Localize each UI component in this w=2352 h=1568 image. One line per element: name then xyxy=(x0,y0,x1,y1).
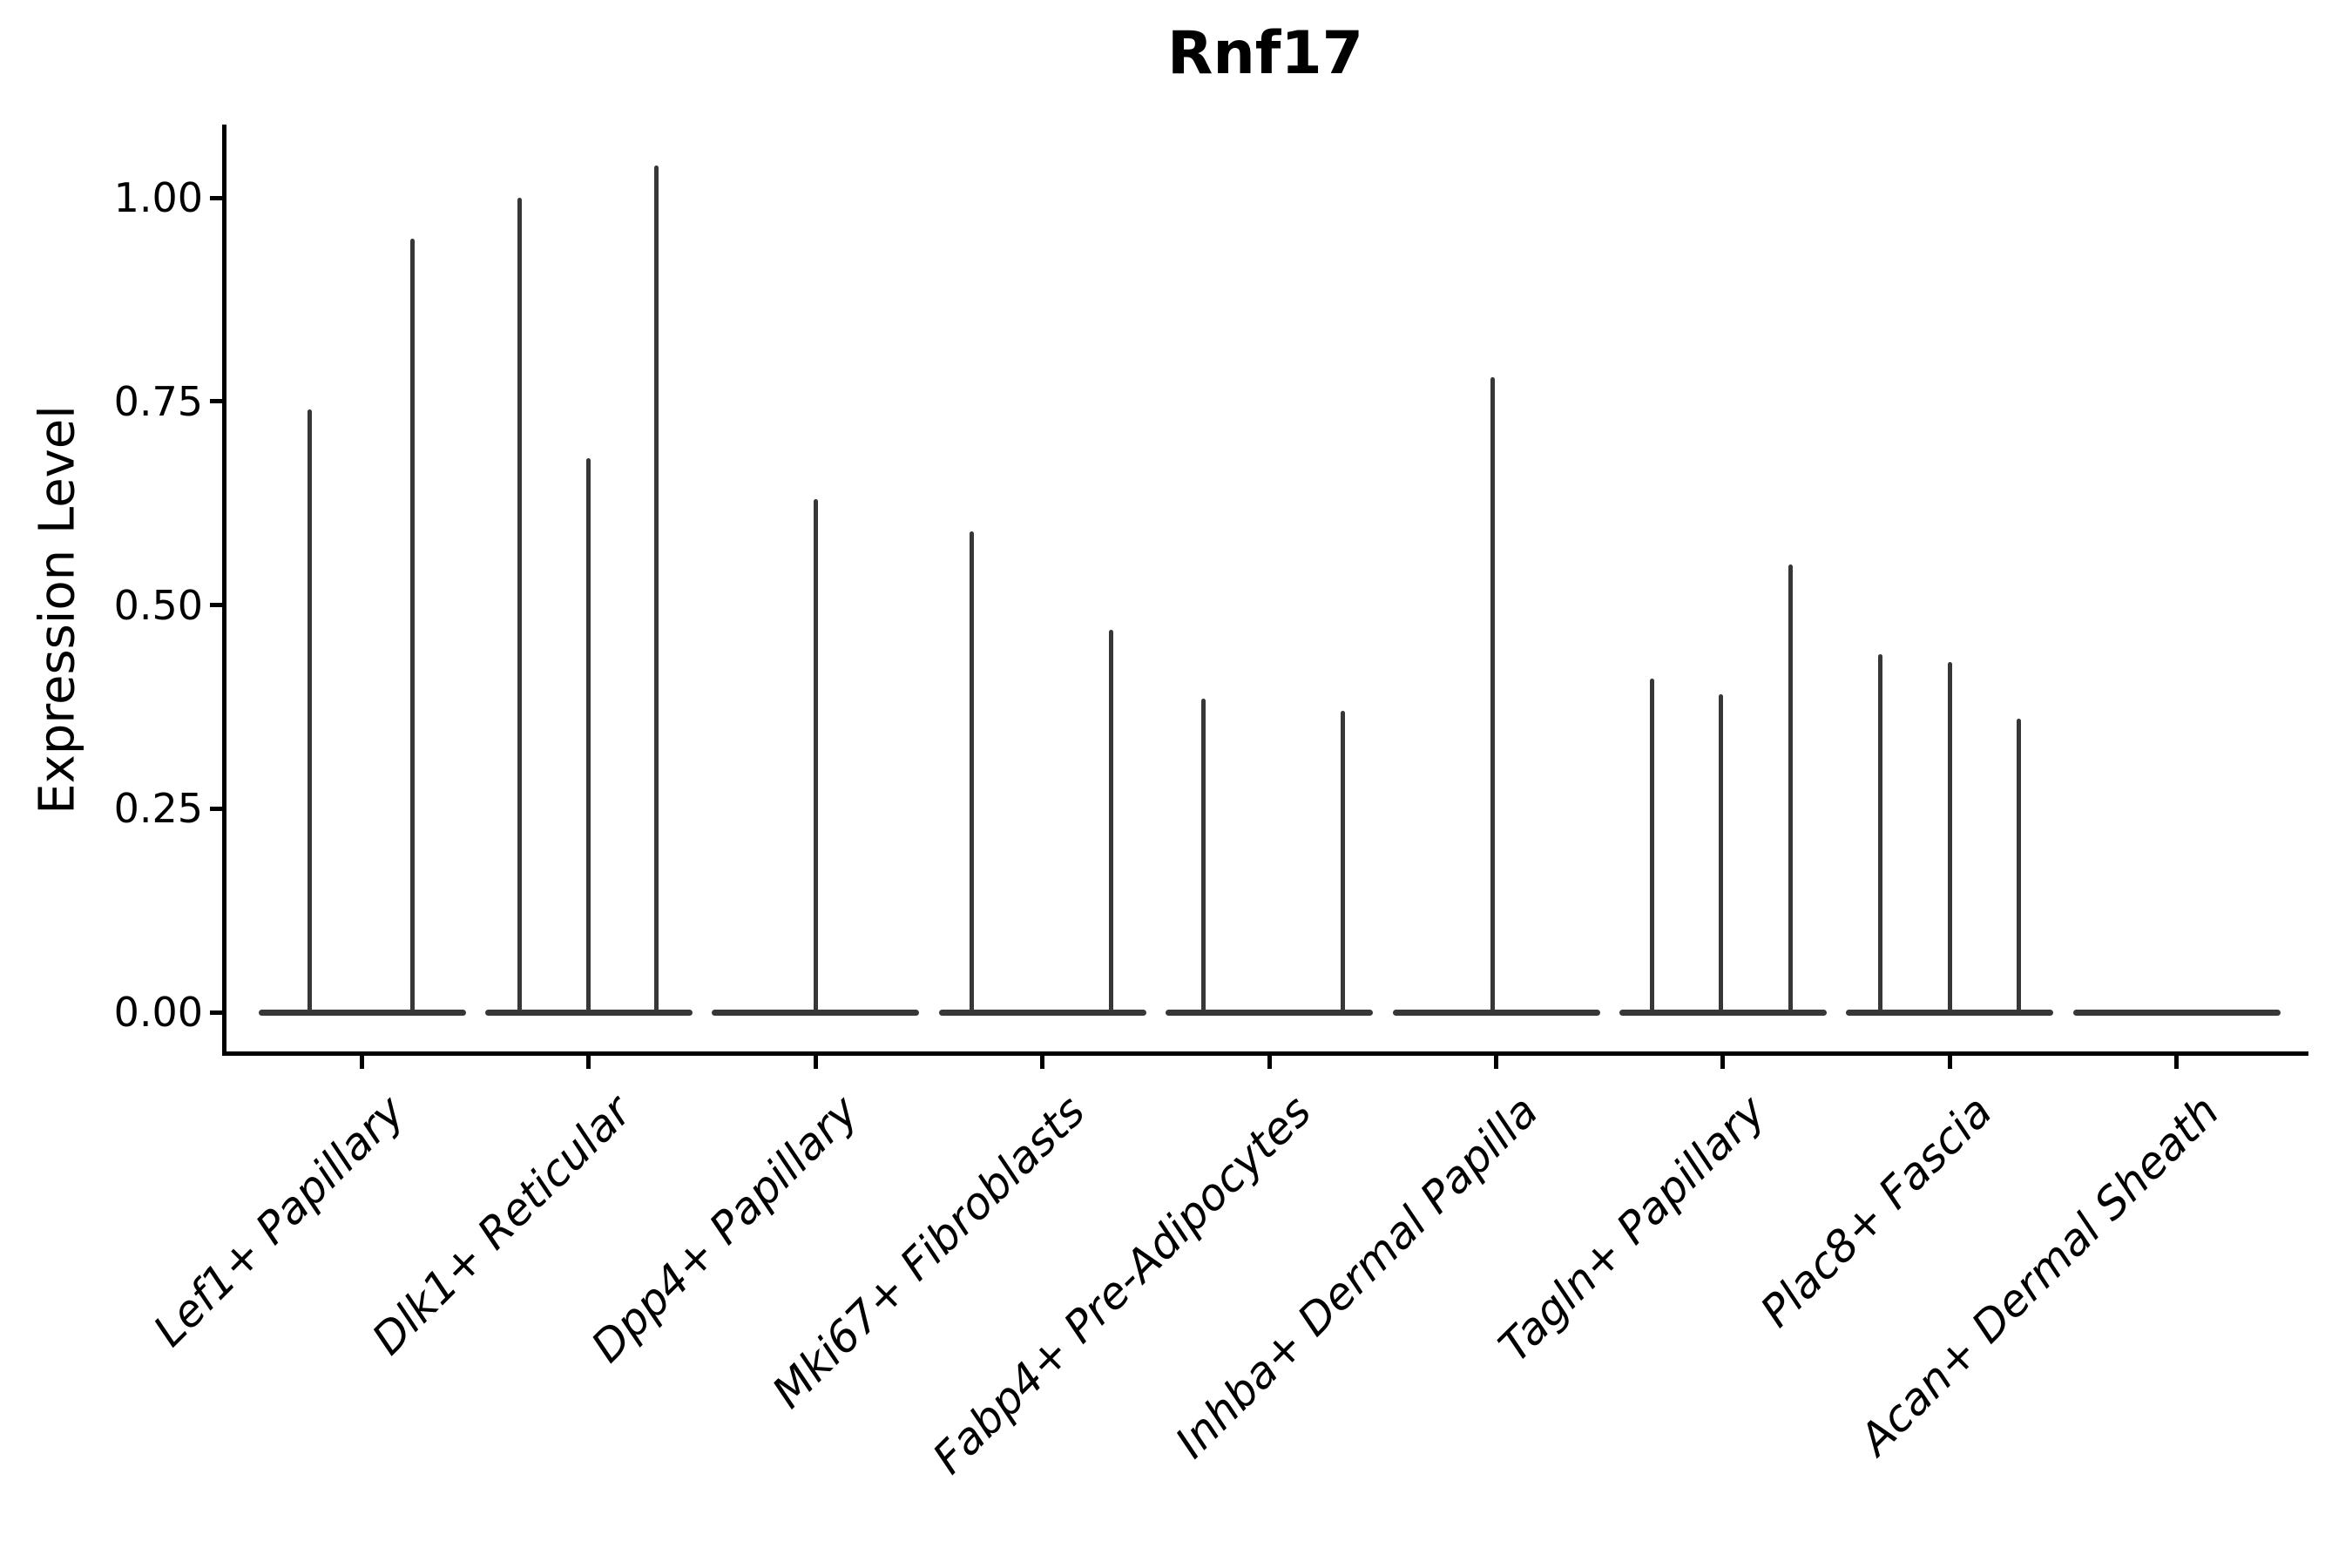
violin-spike xyxy=(654,165,659,1012)
y-tick-label: 0.75 xyxy=(113,377,203,425)
x-tick xyxy=(2174,1056,2180,1069)
y-tick-label: 1.00 xyxy=(113,174,203,221)
violin-spike xyxy=(308,409,312,1012)
violin-base xyxy=(938,1009,1146,1016)
violin-spike xyxy=(586,458,591,1012)
x-tick xyxy=(1040,1056,1045,1069)
violin-base xyxy=(1846,1009,2054,1016)
violin-spike xyxy=(1877,653,1882,1012)
x-tick xyxy=(1267,1056,1272,1069)
y-tick xyxy=(210,195,222,200)
violin-spike xyxy=(1788,564,1794,1012)
x-tick xyxy=(586,1056,591,1069)
violin-spike xyxy=(970,531,975,1012)
violin-spike xyxy=(1650,678,1655,1012)
violin-spike xyxy=(1947,661,1952,1012)
violin-spike xyxy=(1340,711,1345,1012)
violin-spike xyxy=(1200,699,1206,1012)
y-tick xyxy=(210,806,222,811)
x-tick xyxy=(1720,1056,1726,1069)
violin-spike xyxy=(1109,629,1114,1012)
violin-base xyxy=(258,1009,466,1016)
x-tick-label: Fabp4+ Pre-Adipocytes xyxy=(923,1085,1321,1484)
violin-base xyxy=(484,1009,693,1016)
x-tick xyxy=(813,1056,818,1069)
chart-title: Rnf17 xyxy=(1167,19,1363,88)
y-axis-spine xyxy=(222,125,226,1056)
y-tick xyxy=(210,603,222,607)
violin-base xyxy=(1619,1009,1827,1016)
y-tick-label: 0.00 xyxy=(113,989,203,1036)
x-tick xyxy=(1947,1056,1952,1069)
x-tick xyxy=(1494,1056,1498,1069)
violin-spike xyxy=(410,238,415,1012)
violin-base xyxy=(2072,1009,2281,1016)
x-axis-spine xyxy=(222,1051,2308,1056)
violin-base xyxy=(1392,1009,1600,1016)
violin-spike xyxy=(517,198,523,1012)
y-axis-label: Expression Level xyxy=(29,405,86,814)
y-tick-label: 0.25 xyxy=(113,785,203,833)
violin-spike xyxy=(1490,376,1495,1012)
x-tick-label: Lef1+ Papillary xyxy=(143,1085,415,1356)
violin-base xyxy=(1166,1009,1374,1016)
y-tick xyxy=(210,399,222,404)
violin-base xyxy=(712,1009,920,1016)
x-tick xyxy=(360,1056,364,1069)
violin-spike xyxy=(813,498,818,1012)
y-tick xyxy=(210,1010,222,1015)
violin-spike xyxy=(2016,719,2021,1012)
x-tick-label: Inhba+ Dermal Papilla xyxy=(1166,1085,1549,1469)
y-tick-label: 0.50 xyxy=(113,581,203,629)
x-tick-label: Plac8+ Fascia xyxy=(1750,1085,2002,1337)
violin-spike xyxy=(1719,694,1724,1012)
